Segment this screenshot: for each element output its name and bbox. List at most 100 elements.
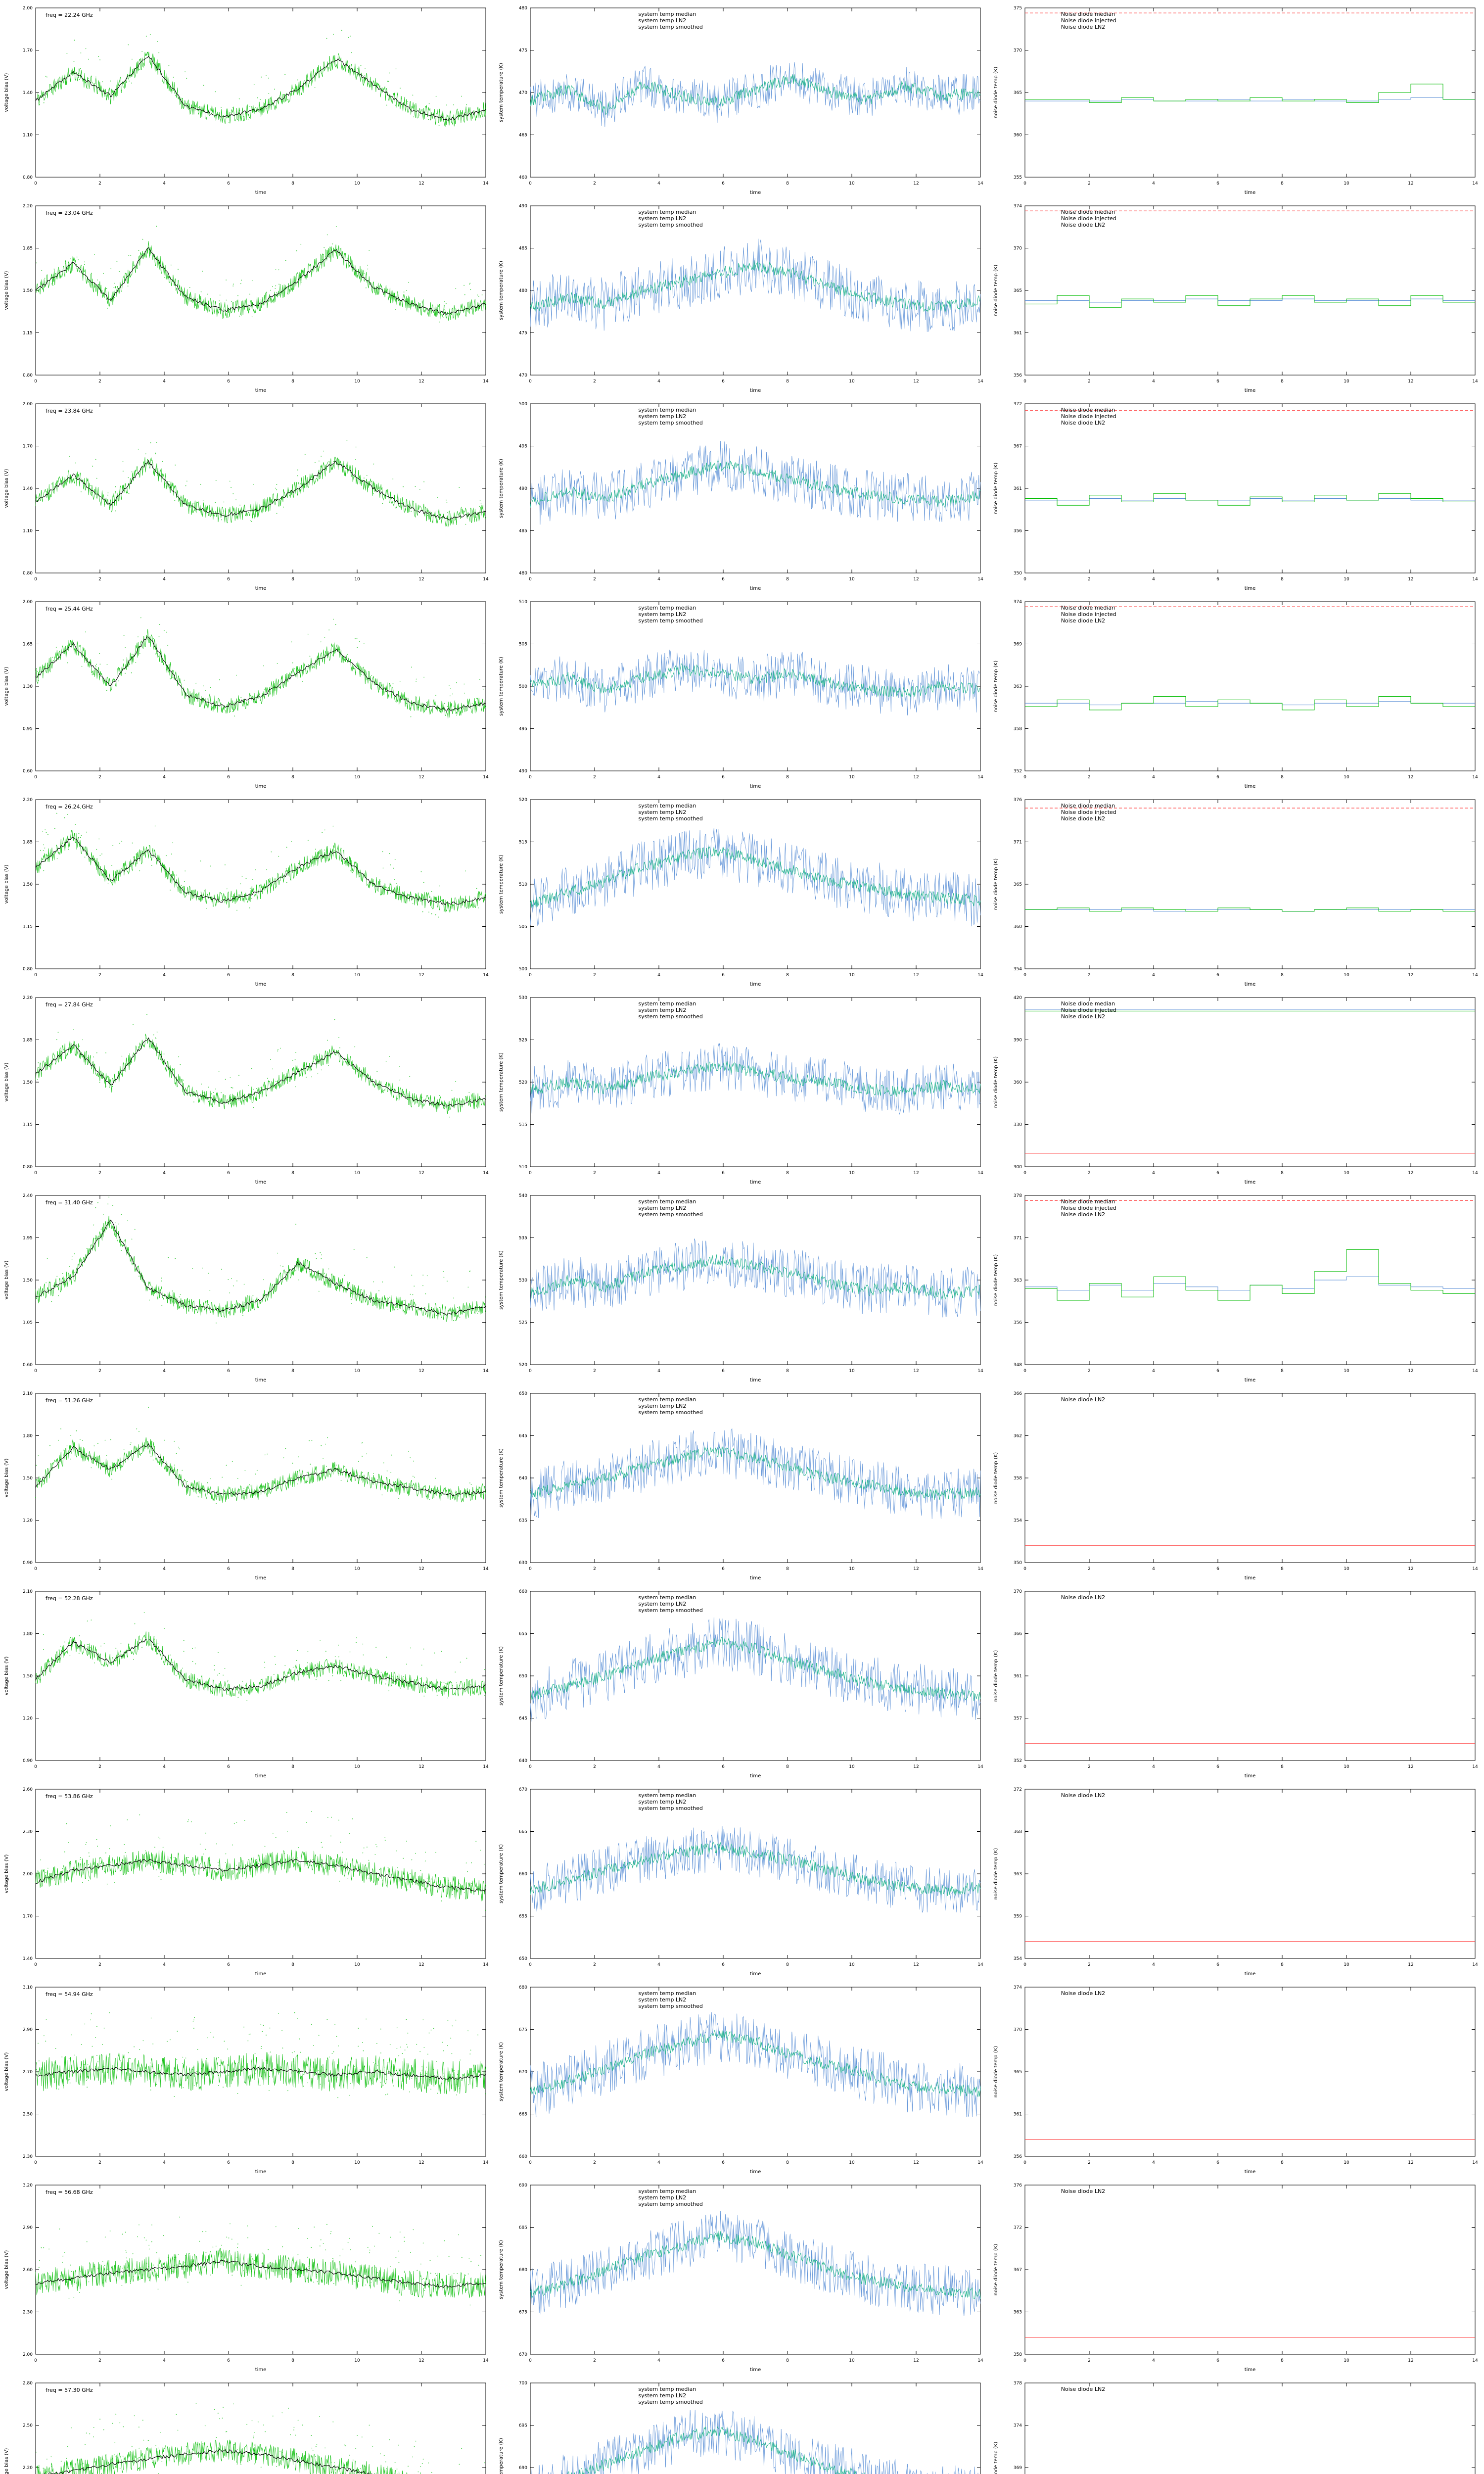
scatter-dot (43, 1871, 45, 1872)
scatter-dot (172, 1290, 173, 1292)
scatter-dot (374, 2245, 375, 2247)
scatter-dot (386, 2079, 387, 2081)
scatter-dot (134, 2046, 135, 2047)
scatter-dot (243, 1301, 245, 1303)
scatter-dot (383, 1092, 384, 1093)
scatter-dot (277, 1252, 278, 1254)
scatter-dot (404, 2236, 405, 2238)
scatter-dot (389, 72, 390, 74)
scatter-dot (251, 2271, 252, 2272)
scatter-dot (316, 1258, 317, 1259)
scatter-dot (148, 1407, 149, 1408)
scatter-dot (323, 1667, 324, 1669)
scatter-dot (236, 909, 237, 911)
scatter-dot (95, 76, 96, 78)
scatter-dot (92, 674, 93, 675)
scatter-dot (119, 843, 121, 844)
y-axis-label: noise diode temp (K) (993, 2046, 999, 2097)
scatter-dot (155, 453, 156, 455)
scatter-dot (222, 2418, 223, 2419)
scatter-dot (180, 1294, 181, 1295)
scatter-dot (347, 2467, 349, 2468)
scatter-dot (172, 1662, 174, 1663)
scatter-dot (481, 1492, 482, 1493)
scatter-dot (298, 1847, 299, 1849)
scatter-dot (276, 2466, 278, 2467)
scatter-dot (141, 2278, 143, 2279)
y-tick-label: 371 (1014, 840, 1022, 845)
scatter-dot (323, 1458, 324, 1459)
scatter-dot (130, 2058, 131, 2059)
scatter-dot (249, 907, 250, 908)
y-tick-label: 660 (519, 1872, 527, 1877)
scatter-dot (352, 2459, 354, 2461)
y-tick-label: 358 (1014, 2352, 1022, 2357)
y-tick-label: 510 (519, 1165, 527, 1170)
scatter-dot (292, 1666, 294, 1668)
plot-frame (1024, 205, 1476, 376)
series-line (530, 1238, 981, 1318)
scatter-dot (96, 1839, 97, 1840)
legend-entry: system temp smoothed (638, 24, 702, 30)
scatter-dot (403, 486, 404, 487)
scatter-dot (349, 1651, 351, 1653)
scatter-dot (347, 654, 348, 655)
scatter-dot (152, 2044, 154, 2045)
scatter-dot (341, 2461, 342, 2462)
scatter-dot (251, 521, 252, 522)
scatter-dot (109, 2231, 111, 2232)
y-tick-label: 374 (1014, 600, 1022, 605)
scatter-dot (157, 2264, 159, 2266)
scatter-dot (467, 2030, 468, 2032)
x-tick-label: 14 (977, 1171, 983, 1176)
scatter-dot (423, 2046, 425, 2048)
x-tick-label: 14 (977, 775, 983, 780)
scatter-dot (80, 52, 82, 53)
scatter-dot (37, 2071, 38, 2073)
x-tick-label: 0 (1023, 1764, 1026, 1769)
scatter-dot (200, 291, 202, 292)
scatter-dot (257, 97, 258, 98)
scatter-dot (78, 833, 80, 834)
y-tick-label: 372 (1014, 2226, 1022, 2231)
scatter-dot (50, 850, 51, 851)
scatter-dot (219, 2448, 220, 2449)
scatter-dot (471, 1883, 472, 1884)
plot-panel-noisediode-r11: 356 361 365 370 374 0 2 4 6 8 10 12 14 time noise diod… (989, 1979, 1484, 2177)
scatter-dot (58, 2089, 59, 2090)
scatter-dot (64, 2252, 65, 2253)
scatter-dot (114, 1882, 115, 1883)
scatter-dot (452, 2074, 454, 2076)
scatter-dot (427, 515, 428, 516)
scatter-dot (73, 1029, 75, 1030)
scatter-dot (437, 2093, 438, 2094)
y-tick-label: 675 (519, 2028, 527, 2033)
scatter-dot (271, 851, 272, 853)
scatter-dot (220, 1869, 221, 1871)
scatter-dot (73, 61, 75, 62)
scatter-dot (441, 1693, 442, 1694)
scatter-dot (153, 1034, 154, 1036)
scatter-dot (435, 2273, 436, 2275)
scatter-dot (406, 300, 407, 301)
series-line (35, 51, 486, 127)
scatter-dot (443, 1877, 444, 1878)
scatter-dot (136, 2272, 137, 2273)
x-tick-label: 0 (34, 181, 37, 186)
scatter-dot (425, 1293, 426, 1294)
scatter-dot (84, 2023, 86, 2025)
scatter-dot (455, 1081, 457, 1082)
scatter-dot (251, 2420, 253, 2422)
x-tick-label: 4 (657, 1567, 660, 1571)
scatter-dot (318, 2035, 320, 2036)
scatter-dot (236, 1280, 237, 1282)
scatter-dot (193, 1092, 195, 1093)
series-line (35, 240, 486, 321)
scatter-dot (283, 506, 284, 508)
x-tick-label: 6 (227, 2160, 230, 2165)
scatter-dot (90, 1647, 91, 1648)
scatter-dot (325, 2249, 326, 2250)
scatter-dot (215, 2245, 217, 2247)
scatter-dot (151, 1291, 152, 1292)
scatter-dot (131, 672, 132, 673)
